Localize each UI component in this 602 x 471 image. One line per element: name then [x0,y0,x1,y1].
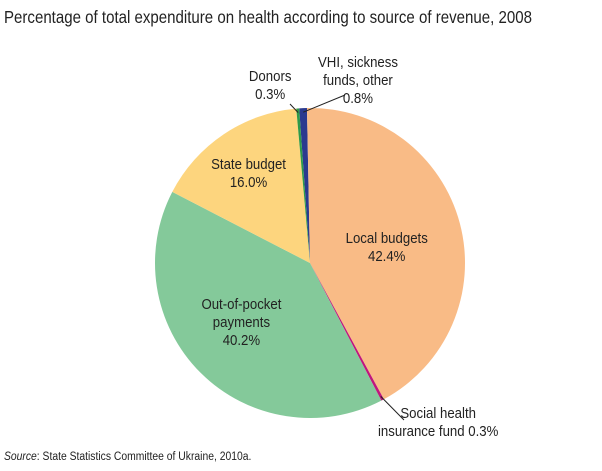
pie-slice-donors [296,108,310,264]
source-text: : State Statistics Committee of Ukraine,… [36,451,252,463]
pie-slice-out-of-pocket-payments [155,191,382,418]
label-donors: Donors 0.3% [249,68,292,104]
label-out-of-pocket: Out-of-pocket payments 40.2% [201,296,281,350]
label-line: insurance fund 0.3% [378,423,499,440]
leader-line [303,94,346,113]
label-line: 40.2% [222,332,261,349]
label-line: Donors [248,68,292,85]
label-local-budgets: Local budgets 42.4% [346,230,428,266]
label-line: 16.0% [229,174,268,191]
label-line: funds, other [323,72,393,89]
label-line: Local budgets [345,230,428,247]
label-line: State budget [211,156,286,173]
pie-slice-social-health-insurance-fund [310,263,384,401]
label-line: 42.4% [367,248,406,265]
pie-slice-state-budget [172,108,310,264]
label-line: 0.3% [255,86,286,103]
label-vhi: VHI, sickness funds, other 0.8% [318,54,398,108]
source-note: Source: State Statistics Committee of Uk… [4,451,251,463]
label-line: 0.8% [342,90,374,107]
label-line: VHI, sickness [318,54,398,71]
leader-line [289,103,299,113]
pie-slice-vhi-sickness-funds-other [299,108,310,264]
leader-line [380,396,405,421]
pie-slice-local-budgets [306,108,465,400]
source-prefix: Source [4,451,37,463]
label-line: payments [212,314,271,331]
label-state-budget: State budget 16.0% [211,156,286,192]
chart-title: Percentage of total expenditure on healt… [4,7,532,27]
label-line: Out-of-pocket [201,296,282,313]
label-line: Social health [400,405,476,422]
label-social-health: Social health insurance fund 0.3% [378,405,498,441]
